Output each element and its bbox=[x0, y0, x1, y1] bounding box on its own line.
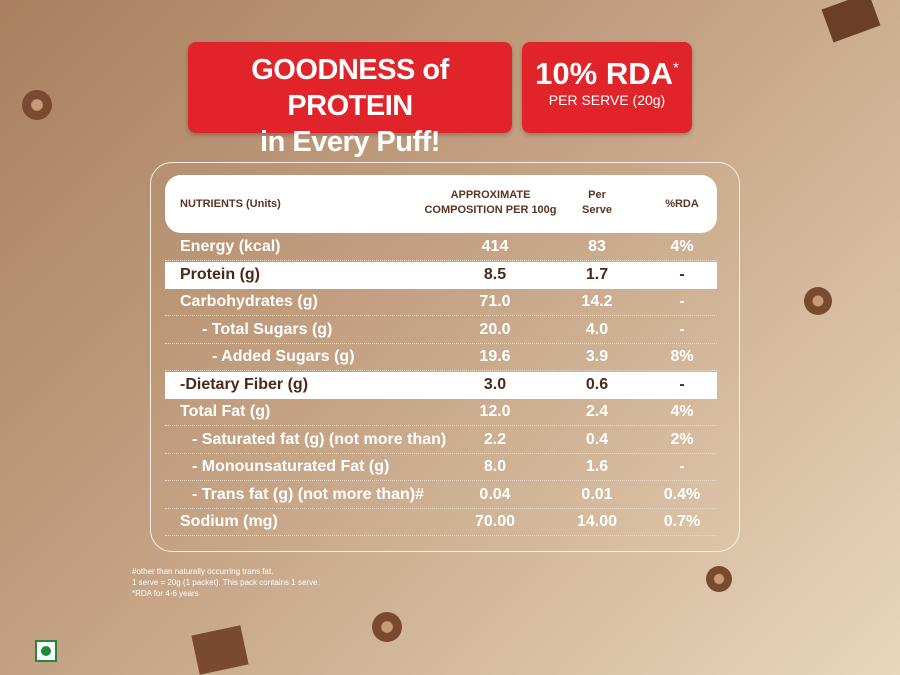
footnotes: #other than naturally occurring trans fa… bbox=[132, 566, 320, 599]
table-row: - Trans fat (g) (not more than)# 0.04 0.01… bbox=[165, 482, 717, 509]
nutrient-value: 0.04 bbox=[479, 485, 511, 503]
table-row: Protein (g) 8.5 1.7 - bbox=[165, 261, 717, 289]
table-row: Energy (kcal) 414 83 4% bbox=[165, 234, 717, 261]
nutrient-value: 2.2 bbox=[483, 430, 507, 448]
title-box: GOODNESS of PROTEIN in Every Puff! bbox=[188, 42, 512, 158]
nutrient-value: 3.9 bbox=[585, 348, 609, 365]
nutrient-value: 20.0 bbox=[479, 320, 511, 338]
table-panel bbox=[150, 162, 740, 552]
table-row: Total Fat (g) 12.0 2.4 4% bbox=[165, 399, 717, 426]
nutrient-name: Energy (kcal) bbox=[180, 238, 281, 255]
nutrient-value: - bbox=[679, 293, 685, 310]
nutrient-value: 0.6 bbox=[585, 375, 609, 393]
nutrient-value: 1.6 bbox=[585, 458, 609, 475]
nutrient-value: 8.0 bbox=[483, 458, 507, 475]
nutrient-value: 1.7 bbox=[585, 265, 609, 283]
table-row: - Total Sugars (g) 20.0 4.0 - bbox=[165, 317, 717, 344]
header-line: Serve bbox=[582, 204, 612, 216]
nutrient-name: - Added Sugars (g) bbox=[212, 348, 355, 365]
header-cell: %RDA bbox=[665, 198, 699, 210]
decor-puff bbox=[22, 90, 52, 120]
nutrient-value: 4.0 bbox=[585, 320, 609, 338]
table-row: - Monounsaturated Fat (g) 8.0 1.6 - bbox=[165, 454, 717, 481]
decor-puff bbox=[706, 566, 732, 592]
nutrient-value: 2.4 bbox=[585, 403, 609, 420]
nutrient-value: 70.00 bbox=[474, 513, 516, 530]
nutrient-value: - bbox=[679, 320, 685, 338]
nutrient-value: 0.4 bbox=[585, 430, 609, 448]
nutrient-value: 4% bbox=[670, 238, 694, 255]
nutrient-value: 14.00 bbox=[576, 513, 618, 530]
nutrient-value: 2% bbox=[670, 430, 694, 448]
rda-box: 10% RDA* PER SERVE (20g) bbox=[522, 42, 692, 133]
rda-serve: PER SERVE (20g) bbox=[548, 92, 666, 108]
rda-value: 10% RDA* bbox=[522, 56, 692, 92]
decor-chocolate bbox=[191, 625, 249, 675]
nutrient-value: 414 bbox=[481, 238, 509, 255]
nutrient-name: Carbohydrates (g) bbox=[180, 293, 318, 310]
table-row: - Saturated fat (g) (not more than) 2.2 0.… bbox=[165, 427, 717, 454]
rda-text: 10% RDA bbox=[535, 56, 673, 91]
header-cell: NUTRIENTS (Units) bbox=[180, 198, 281, 210]
veg-mark bbox=[35, 640, 57, 662]
header-cell: APPROXIMATE COMPOSITION PER 100g bbox=[423, 188, 558, 218]
header-cell: Per Serve bbox=[557, 188, 637, 218]
nutrient-value: 0.01 bbox=[581, 485, 613, 503]
nutrient-name: Sodium (mg) bbox=[180, 513, 278, 530]
nutrient-value: - bbox=[679, 458, 685, 475]
decor-chocolate bbox=[821, 0, 881, 43]
nutrient-value: - bbox=[679, 265, 685, 283]
footnote: #other than naturally occurring trans fa… bbox=[132, 567, 274, 576]
nutrient-value: 12.0 bbox=[479, 403, 511, 420]
decor-puff bbox=[372, 612, 402, 642]
table-row: Sodium (mg) 70.00 14.00 0.7% bbox=[165, 509, 717, 536]
nutrient-name: - Monounsaturated Fat (g) bbox=[192, 458, 390, 475]
nutrient-value: 4% bbox=[670, 403, 694, 420]
nutrient-value: 0.4% bbox=[663, 485, 701, 503]
nutrient-name: - Saturated fat (g) (not more than) bbox=[192, 430, 447, 448]
nutrient-name: - Trans fat (g) (not more than)# bbox=[192, 485, 424, 503]
footnote: *RDA for 4-6 years bbox=[132, 589, 199, 598]
title-line: in Every Puff! bbox=[260, 126, 440, 158]
header-line: COMPOSITION PER 100g bbox=[424, 204, 557, 216]
footnote: 1 serve = 20g (1 packet). This pack cont… bbox=[132, 578, 320, 587]
header-line: Per bbox=[588, 189, 606, 201]
nutrient-value: 14.2 bbox=[581, 293, 613, 310]
nutrient-name: Total Fat (g) bbox=[180, 403, 271, 420]
nutrient-value: 19.6 bbox=[479, 348, 511, 365]
header-line: APPROXIMATE bbox=[450, 189, 531, 201]
nutrient-value: 0.7% bbox=[663, 513, 701, 530]
table-row: Carbohydrates (g) 71.0 14.2 - bbox=[165, 289, 717, 316]
table-row: - Added Sugars (g) 19.6 3.9 8% bbox=[165, 344, 717, 371]
title-line: GOODNESS of PROTEIN bbox=[251, 54, 449, 122]
nutrient-value: - bbox=[679, 375, 685, 393]
table-row: -Dietary Fiber (g) 3.0 0.6 - bbox=[165, 371, 717, 399]
nutrient-name: -Dietary Fiber (g) bbox=[180, 375, 309, 393]
nutrient-value: 8.5 bbox=[483, 265, 507, 283]
nutrient-value: 3.0 bbox=[483, 375, 507, 393]
nutrient-value: 8% bbox=[670, 348, 694, 365]
nutrient-name: Protein (g) bbox=[180, 265, 260, 283]
nutrient-name: - Total Sugars (g) bbox=[202, 320, 333, 338]
decor-puff bbox=[804, 287, 832, 315]
nutrient-value: 71.0 bbox=[479, 293, 511, 310]
nutrient-value: 83 bbox=[588, 238, 606, 255]
rda-mark: * bbox=[672, 59, 679, 77]
table-header: NUTRIENTS (Units) APPROXIMATE COMPOSITION… bbox=[165, 175, 717, 233]
